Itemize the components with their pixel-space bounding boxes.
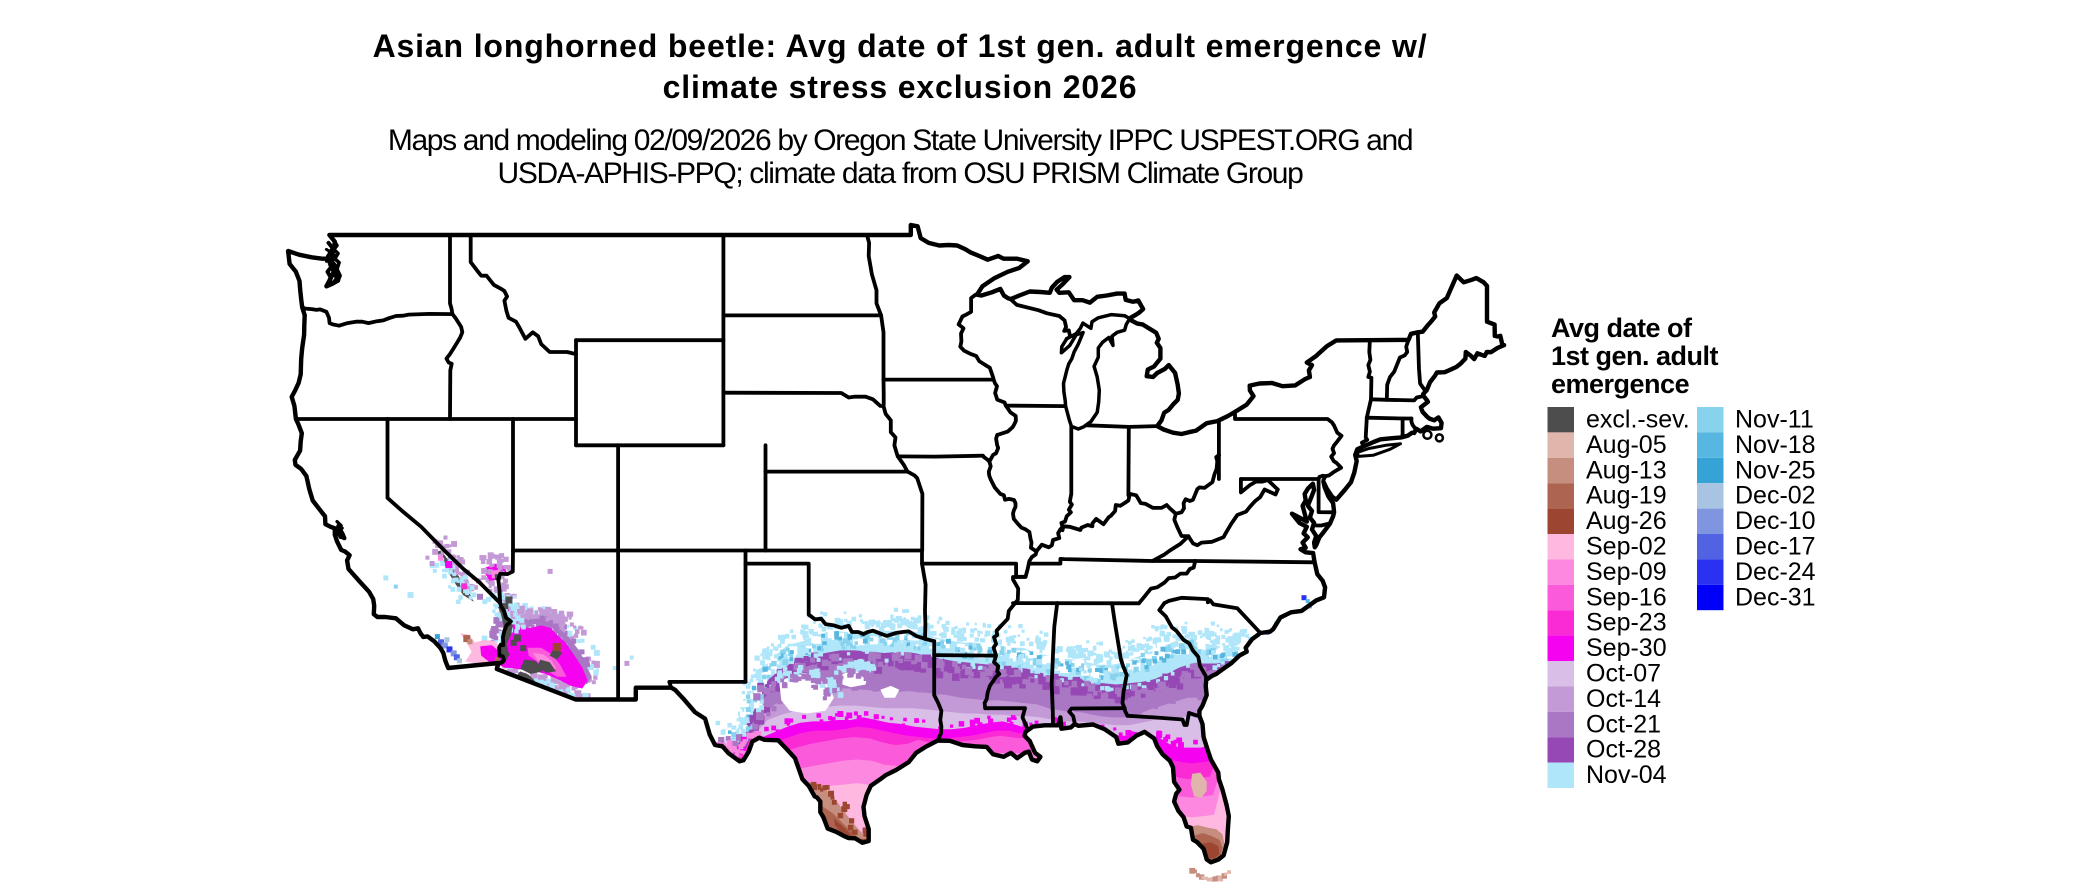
svg-text:Sep-16: Sep-16 — [1586, 583, 1667, 611]
svg-text:1st gen. adult: 1st gen. adult — [1551, 341, 1719, 371]
svg-text:Oct-28: Oct-28 — [1586, 736, 1661, 764]
svg-text:Sep-09: Sep-09 — [1586, 558, 1667, 586]
svg-text:Nov-11: Nov-11 — [1735, 406, 1814, 434]
svg-text:Dec-10: Dec-10 — [1735, 507, 1816, 535]
svg-text:Oct-21: Oct-21 — [1586, 710, 1661, 738]
svg-text:climate stress exclusion 2026: climate stress exclusion 2026 — [663, 69, 1138, 105]
svg-text:Dec-24: Dec-24 — [1735, 558, 1816, 586]
svg-text:Aug-13: Aug-13 — [1586, 456, 1667, 484]
svg-text:Dec-31: Dec-31 — [1735, 583, 1816, 611]
svg-text:Sep-23: Sep-23 — [1586, 609, 1667, 637]
svg-text:emergence: emergence — [1551, 369, 1690, 399]
svg-text:Sep-02: Sep-02 — [1586, 533, 1667, 561]
svg-text:Nov-04: Nov-04 — [1586, 761, 1667, 789]
svg-text:Avg date of: Avg date of — [1551, 313, 1693, 343]
svg-text:Oct-07: Oct-07 — [1586, 660, 1661, 688]
svg-text:Dec-17: Dec-17 — [1735, 533, 1816, 561]
svg-text:excl.-sev.: excl.-sev. — [1586, 406, 1690, 434]
svg-text:USDA-APHIS-PPQ; climate data f: USDA-APHIS-PPQ; climate data from OSU PR… — [498, 157, 1304, 190]
svg-text:Oct-14: Oct-14 — [1586, 685, 1661, 713]
svg-text:Aug-05: Aug-05 — [1586, 431, 1667, 459]
svg-text:Asian longhorned beetle: Avg d: Asian longhorned beetle: Avg date of 1st… — [373, 28, 1428, 64]
svg-text:Dec-02: Dec-02 — [1735, 482, 1816, 510]
svg-text:Nov-25: Nov-25 — [1735, 456, 1816, 484]
svg-text:Nov-18: Nov-18 — [1735, 431, 1816, 459]
svg-text:Aug-26: Aug-26 — [1586, 507, 1667, 535]
svg-text:Sep-30: Sep-30 — [1586, 634, 1667, 662]
svg-text:Maps and modeling 02/09/2026 b: Maps and modeling 02/09/2026 by Oregon S… — [388, 124, 1412, 157]
svg-text:Aug-19: Aug-19 — [1586, 482, 1667, 510]
